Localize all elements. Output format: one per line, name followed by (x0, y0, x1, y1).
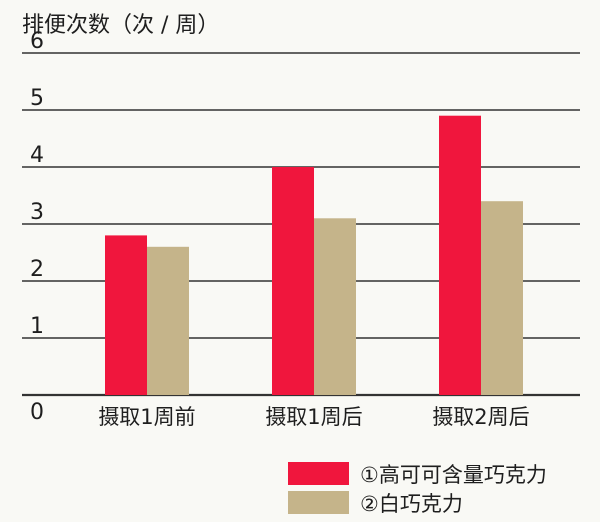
y-tick-label: 1 (30, 314, 44, 339)
y-axis-label: 排便次数（次 / 周） (22, 13, 219, 38)
x-category-label: 摄取1周前 (98, 405, 195, 429)
x-category-label: 摄取2周后 (432, 405, 529, 429)
bar-2-2 (314, 218, 356, 395)
legend-label: ②白巧克力 (360, 492, 463, 516)
x-category-label: 摄取1周后 (265, 405, 362, 429)
bar-2-1 (147, 246, 189, 395)
y-tick-label: 3 (30, 200, 44, 225)
y-tick-label: 0 (30, 400, 44, 425)
y-tick-label: 4 (30, 143, 44, 168)
legend-swatch (288, 462, 349, 485)
y-tick-labels: 0 1 2 3 4 5 6 (30, 29, 44, 425)
y-tick-label: 6 (30, 29, 44, 54)
y-tick-label: 2 (30, 257, 44, 282)
bar-1-3 (439, 115, 481, 395)
bar-1-2 (272, 167, 314, 395)
bar-2-3 (481, 201, 523, 395)
legend: ①高可可含量巧克力 ②白巧克力 (288, 462, 547, 516)
legend-swatch (288, 491, 349, 514)
bar-1-1 (105, 235, 147, 395)
bars (105, 115, 523, 395)
x-category-labels: 摄取1周前 摄取1周后 摄取2周后 (98, 405, 529, 429)
y-tick-label: 5 (30, 86, 44, 111)
legend-label: ①高可可含量巧克力 (360, 463, 547, 487)
